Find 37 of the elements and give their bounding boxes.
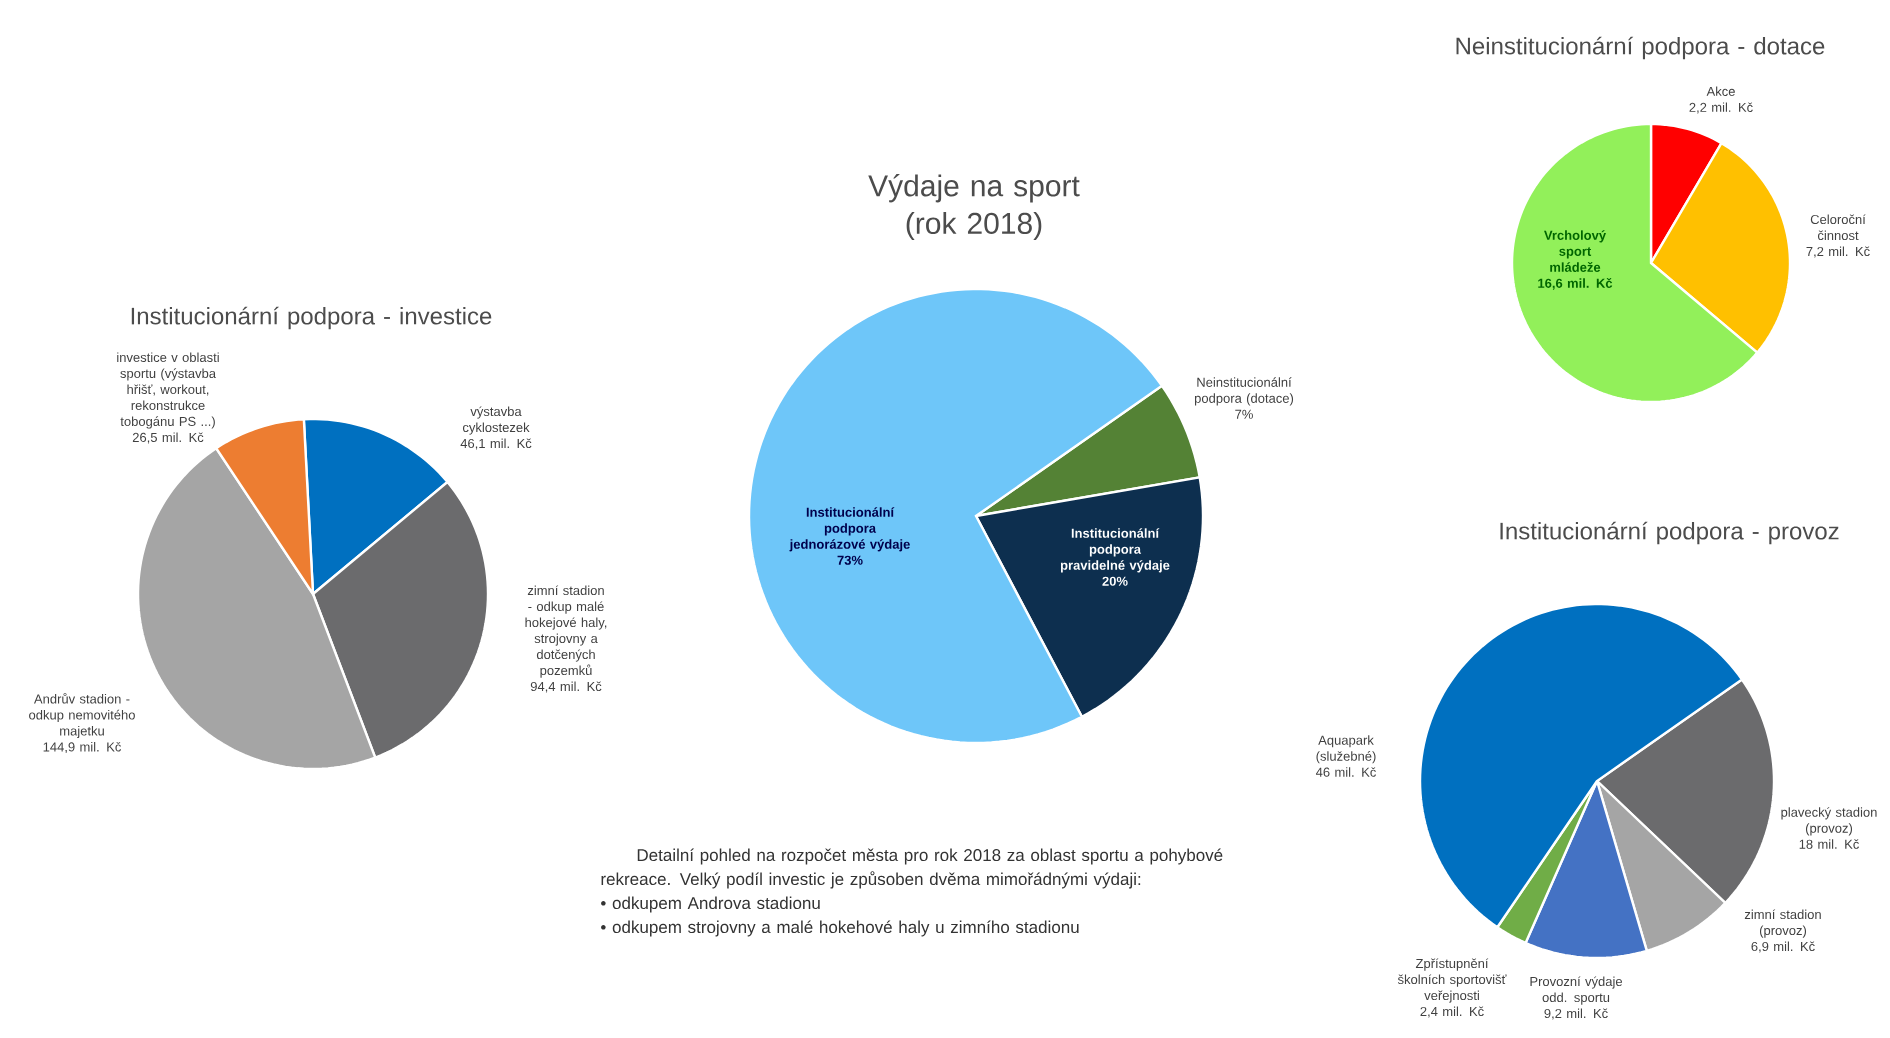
slice-label: zimní stadion - odkup malé hokejové haly, strojovny a dotčených pozemků [525, 585, 607, 678]
text: • odkupem Androva stadionu [601, 896, 820, 913]
data-label: 16,6 mil. Kč [1538, 278, 1613, 290]
slice-label: Institucionální podpora jednorázové výdaje [789, 507, 910, 552]
slice-label: Neinstitucionální podpora (dotace) [1194, 377, 1294, 406]
chart-title: Výdaje na sport (rok 2018) [868, 174, 1080, 240]
slice-label: Aquapark (služebné) [1316, 735, 1376, 764]
slice-label: zimní stadion (provoz) [1744, 909, 1821, 938]
data-label: 2,2 mil. Kč [1689, 102, 1753, 114]
data-label: 94,4 mil. Kč [530, 681, 602, 693]
slice-label: Institucionální podpora pravidelné výdaje [1060, 528, 1170, 573]
data-label: 6,9 mil. Kč [1751, 941, 1815, 953]
slice-label: investice v oblasti sportu (výstavba hřišť, workout, rekonstrukce tobogánu PS ...) [117, 352, 219, 429]
data-label: 144,9 mil. Kč [43, 741, 122, 754]
data-label: 26,5 mil. Kč [132, 432, 204, 444]
data-label: 46 mil. Kč [1315, 767, 1376, 777]
data-label: 46,1 mil. Kč [460, 438, 532, 450]
slice-label: Vrcholový sport mládeže [1544, 230, 1606, 272]
chart-title: Institucionární podpora - investice [131, 306, 492, 330]
data-label: 2,4 mil. Kč [1420, 1006, 1484, 1018]
text: Detailní pohled na rozpočet města pro rok 2018 za oblast sportu a pohybové rekreace. Velký podíl investic je způsoben dvěma mimořádnými výdaji: [601, 848, 1223, 889]
data-label: 73% [837, 555, 863, 565]
slice-label: plavecký stadion (provoz) [1781, 807, 1877, 836]
chart-title: Neinstitucionární podpora - dotace [1456, 36, 1825, 60]
slice-label: Zpřístupnění školních sportovišť veřejnosti [1397, 958, 1507, 1003]
chart-title: Institucionární podpora - provoz [1500, 521, 1839, 545]
slice-label: Andrův stadion - odkup nemovitého majetku [29, 692, 135, 739]
text: • odkupem strojovny a malé hokehové haly u zimního stadionu [601, 920, 1079, 937]
slice-label: výstavba cyklostezek [462, 406, 530, 435]
data-label: 7,2 mil. Kč [1806, 246, 1870, 258]
slice-label: Celoroční činnost [1810, 214, 1866, 241]
slice-label: Provozní výdaje odd. sportu [1530, 976, 1623, 1005]
data-label: 9,2 mil. Kč [1544, 1008, 1608, 1020]
data-label: 20% [1102, 576, 1128, 586]
data-label: 18 mil. Kč [1799, 839, 1859, 849]
data-label: 7% [1235, 409, 1253, 419]
slice-label: Akce [1706, 86, 1735, 96]
